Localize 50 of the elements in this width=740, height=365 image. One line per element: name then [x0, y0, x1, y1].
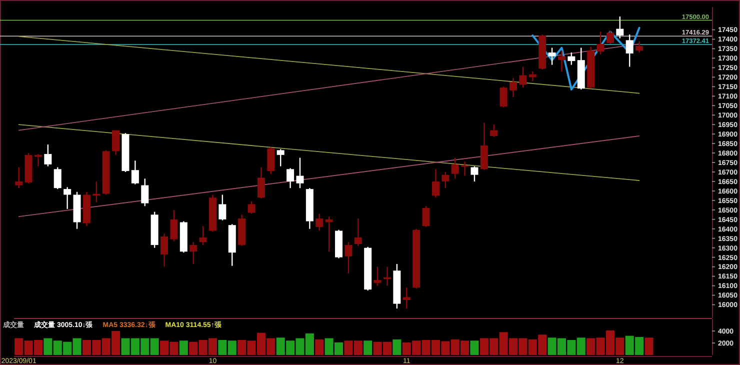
candlestick — [190, 242, 198, 265]
candlestick — [374, 266, 382, 286]
bar — [364, 340, 372, 355]
candlestick — [286, 168, 294, 189]
candlestick — [34, 153, 42, 167]
bar — [644, 338, 654, 355]
candlestick — [490, 124, 498, 138]
candlestick — [112, 130, 120, 156]
candlestick — [383, 266, 391, 286]
candlestick — [248, 200, 256, 214]
candlestick — [54, 166, 62, 190]
bar — [470, 340, 479, 355]
candlestick — [354, 218, 362, 247]
bar — [392, 339, 402, 355]
candlestick — [131, 160, 139, 185]
candlestick — [422, 206, 430, 228]
candlestick — [558, 50, 566, 72]
candlestick — [606, 30, 614, 45]
candlestick — [500, 86, 508, 108]
candlestick — [626, 34, 634, 68]
candlestick — [470, 166, 478, 182]
candlestick — [344, 242, 352, 274]
candlestick — [510, 78, 518, 98]
candlestick — [480, 122, 488, 171]
candlestick — [568, 52, 576, 66]
candlestick — [267, 146, 275, 174]
candlestick — [636, 40, 644, 54]
candlestick — [451, 157, 459, 180]
bar — [179, 340, 188, 355]
candlestick — [316, 213, 324, 232]
candlestick — [519, 66, 527, 88]
candlestick — [442, 171, 450, 189]
candlestick — [596, 31, 604, 56]
candlestick — [402, 287, 410, 310]
line-series — [532, 26, 640, 90]
candlestick — [548, 47, 556, 66]
candlestick — [44, 144, 52, 167]
candlestick — [616, 16, 624, 39]
candlestick — [296, 157, 304, 189]
bar — [315, 339, 324, 355]
candlestick — [160, 233, 168, 268]
candlestick — [15, 166, 23, 189]
candlestick — [218, 194, 226, 221]
candlestick — [432, 168, 440, 198]
candlestick — [141, 178, 149, 207]
candlestick — [257, 166, 265, 200]
candlestick — [64, 186, 72, 210]
candlestick — [276, 148, 284, 167]
candlestick — [199, 225, 207, 246]
candlestick — [170, 209, 178, 242]
